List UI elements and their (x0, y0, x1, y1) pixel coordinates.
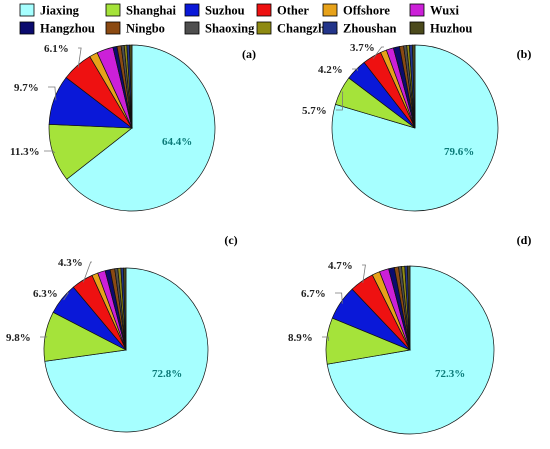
legend-swatch (19, 21, 35, 35)
legend-swatch (409, 3, 425, 17)
legend-item-hangzhou: Hangzhou (19, 21, 95, 36)
legend-item-zhoushan: Zhoushan (322, 21, 397, 36)
legend-item-offshore: Offshore (322, 3, 390, 18)
legend: Jiaxing Shanghai Suzhou Other Offshore Wuxi Ha… (19, 3, 472, 36)
legend-label: Wuxi (430, 4, 459, 18)
legend-label: Huzhou (430, 22, 472, 36)
data-label-jiaxing: 72.8% (152, 368, 182, 380)
legend-swatch (105, 21, 121, 35)
leader-line (336, 91, 344, 111)
legend-swatch (322, 3, 338, 17)
legend-item-huzhou: Huzhou (409, 21, 472, 36)
legend-swatch (19, 3, 35, 17)
legend-item-suzhou: Suzhou (184, 3, 245, 18)
data-label-other: 4.3% (58, 257, 83, 269)
leader-line (372, 46, 384, 59)
panel-label: (a) (242, 47, 256, 61)
leader-line (63, 292, 70, 301)
leader-line (77, 47, 82, 68)
legend-label: Other (277, 4, 309, 18)
legend-label: Ningbo (126, 22, 165, 36)
legend-swatch (409, 21, 425, 35)
leader-line (335, 292, 343, 304)
data-label-suzhou: 9.7% (14, 82, 39, 94)
leader-line (40, 336, 48, 338)
data-label-shanghai: 5.7% (302, 105, 327, 117)
legend-item-jiaxing: Jiaxing (19, 3, 80, 18)
legend-label: Hangzhou (40, 22, 95, 36)
data-label-jiaxing: 72.3% (435, 368, 465, 380)
leader-line (352, 68, 359, 72)
data-label-shanghai: 9.8% (6, 332, 31, 344)
legend-swatch (184, 21, 200, 35)
data-label-other: 6.1% (44, 43, 69, 55)
pie-slice-jiaxing (66, 44, 216, 212)
data-label-suzhou: 4.2% (318, 64, 343, 76)
data-label-other: 3.7% (350, 42, 375, 54)
pie-slice-jiaxing (331, 44, 499, 212)
legend-swatch (256, 3, 272, 17)
legend-swatch (184, 3, 200, 17)
panel-label: (d) (517, 233, 532, 247)
data-label-shanghai: 11.3% (10, 146, 40, 158)
data-label-suzhou: 6.7% (301, 288, 326, 300)
leader-line (82, 261, 92, 283)
legend-item-other: Other (256, 3, 309, 18)
panel-label: (c) (224, 233, 237, 247)
legend-swatch (256, 21, 272, 35)
pie-slice-huzhou (123, 267, 127, 351)
legend-label: Shanghai (126, 4, 177, 18)
legend-label: Jiaxing (40, 4, 80, 18)
legend-label: Suzhou (205, 4, 245, 18)
panel-label: (b) (517, 47, 532, 61)
pie-panel-a: (a) 64.4% 11.3% 9.7% 6.1% (10, 43, 256, 212)
legend-item-shanghai: Shanghai (105, 3, 177, 18)
pie-slice-huzhou (129, 44, 133, 129)
legend-item-wuxi: Wuxi (409, 3, 459, 18)
data-label-suzhou: 6.3% (33, 288, 58, 300)
pie-panel-c: (c) 72.8% 9.8% 6.3% 4.3% (6, 233, 238, 433)
pie-slice-huzhou (406, 265, 411, 351)
data-label-shanghai: 8.9% (288, 332, 313, 344)
data-label-jiaxing: 79.6% (444, 146, 474, 158)
leader-line (362, 264, 366, 283)
legend-swatch (105, 3, 121, 17)
legend-label: Zhoushan (343, 22, 397, 36)
data-label-other: 4.7% (328, 260, 353, 272)
legend-item-shaoxing: Shaoxing (184, 21, 255, 36)
pie-panel-b: (b) 79.6% 5.7% 4.2% 3.7% (302, 42, 532, 212)
legend-label: Shaoxing (205, 22, 255, 36)
pie-panel-d: (d) 72.3% 8.9% 6.7% 4.7% (288, 233, 532, 435)
data-label-jiaxing: 64.4% (162, 136, 192, 148)
legend-swatch (322, 21, 338, 35)
leader-line (48, 86, 57, 101)
legend-item-ningbo: Ningbo (105, 21, 165, 36)
leader-line (322, 336, 329, 342)
pie-slice-huzhou (412, 44, 416, 129)
leader-line (44, 150, 56, 154)
pie-panels: (a) 64.4% 11.3% 9.7% 6.1% (b) 79.6% 5.7% 4.2% 3.7… (6, 42, 532, 435)
legend-label: Offshore (343, 4, 390, 18)
